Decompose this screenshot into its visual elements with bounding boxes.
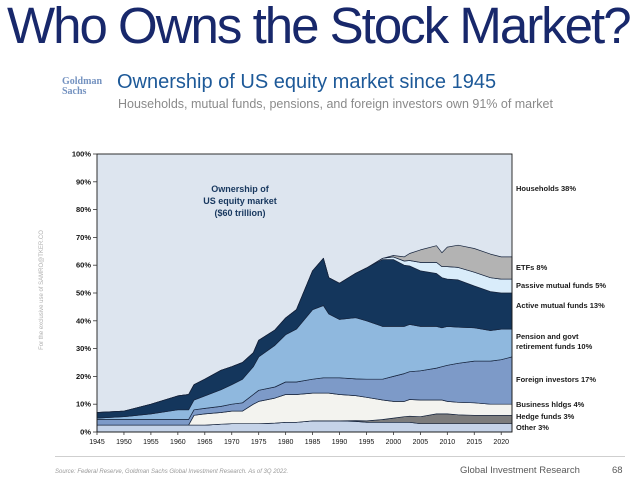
svg-text:20%: 20% <box>76 372 91 381</box>
svg-text:2020: 2020 <box>493 439 509 446</box>
series-label-other: Other 3% <box>516 423 549 432</box>
series-label-etfs: ETFs 8% <box>516 263 548 272</box>
svg-text:1950: 1950 <box>116 439 132 446</box>
watermark-text: For the exclusive use of SAMRO@TKER.CO <box>39 230 45 350</box>
svg-text:60%: 60% <box>76 261 91 270</box>
svg-text:1955: 1955 <box>143 439 159 446</box>
svg-text:50%: 50% <box>76 289 91 298</box>
svg-text:10%: 10% <box>76 400 91 409</box>
svg-text:1980: 1980 <box>278 439 294 446</box>
logo-line-1: Goldman <box>62 76 103 87</box>
svg-text:2015: 2015 <box>466 439 482 446</box>
page-title: Who Owns the Stock Market? <box>7 0 632 54</box>
svg-text:1960: 1960 <box>170 439 186 446</box>
svg-text:1995: 1995 <box>359 439 375 446</box>
chart-heading: Ownership of US equity market since 1945 <box>117 71 497 93</box>
series-label-business-hldgs: Business hldgs 4% <box>516 400 585 409</box>
series-label-households: Households 38% <box>516 184 577 193</box>
svg-text:0%: 0% <box>80 428 91 437</box>
series-label-active-mutual-funds: Active mutual funds 13% <box>516 301 605 310</box>
footer-source-note: Source: Federal Reserve, Goldman Sachs G… <box>55 469 289 475</box>
svg-text:1965: 1965 <box>197 439 213 446</box>
svg-text:80%: 80% <box>76 205 91 214</box>
svg-text:100%: 100% <box>72 150 92 159</box>
footer-divider <box>55 456 625 457</box>
series-label-foreign-investors: Foreign investors 17% <box>516 375 597 384</box>
svg-text:2000: 2000 <box>386 439 402 446</box>
svg-text:1985: 1985 <box>305 439 321 446</box>
svg-text:90%: 90% <box>76 177 91 186</box>
goldman-sachs-logo: Goldman Sachs <box>62 77 102 97</box>
svg-text:1975: 1975 <box>251 439 267 446</box>
series-label-pension-funds: Pension and govt retirement funds 10% <box>516 332 593 351</box>
chart-subheading: Households, mutual funds, pensions, and … <box>118 97 553 111</box>
svg-text:30%: 30% <box>76 344 91 353</box>
logo-line-2: Sachs <box>62 86 87 97</box>
chart-annotation: Ownership of US equity market ($60 trill… <box>203 184 277 219</box>
svg-text:40%: 40% <box>76 316 91 325</box>
svg-text:70%: 70% <box>76 233 91 242</box>
series-label-hedge-funds: Hedge funds 3% <box>516 412 575 421</box>
svg-text:1945: 1945 <box>89 439 105 446</box>
svg-text:2010: 2010 <box>440 439 456 446</box>
svg-text:1990: 1990 <box>332 439 348 446</box>
footer-department: Global Investment Research <box>460 465 580 476</box>
svg-text:2005: 2005 <box>413 439 429 446</box>
footer-page-number: 68 <box>612 465 623 476</box>
ownership-area-chart: 0% 10% 20% 30% 40% 50% 60% 70% 80% 90% 100% 1945 195… <box>72 150 513 446</box>
series-label-passive-mutual-funds: Passive mutual funds 5% <box>516 281 607 290</box>
svg-text:1970: 1970 <box>224 439 240 446</box>
